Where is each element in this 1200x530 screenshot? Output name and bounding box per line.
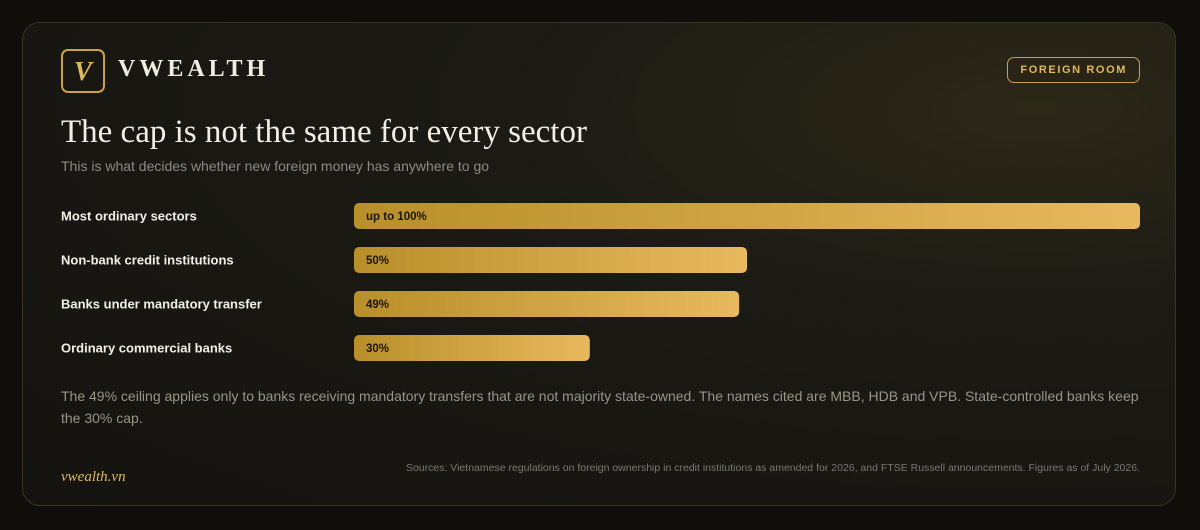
sources-text: Sources: Vietnamese regulations on forei… <box>405 462 1140 474</box>
footnote: The 49% ceiling applies only to banks re… <box>61 388 1139 426</box>
category-label: Banks under mandatory transfer <box>61 297 262 312</box>
logo-letter: V <box>73 55 92 86</box>
bar-value-label: 50% <box>366 255 389 267</box>
page-subtitle: This is what decides whether new foreign… <box>61 158 490 174</box>
bar <box>354 291 740 317</box>
bar <box>354 203 1140 229</box>
bar-chart: Most ordinary sectors up to 100% Non-bank … <box>61 203 1140 361</box>
bar <box>354 247 747 273</box>
category-label: Ordinary commercial banks <box>61 341 232 356</box>
footer-link[interactable]: vwealth.vn <box>61 469 126 485</box>
category-label: Non-bank credit institutions <box>61 253 234 268</box>
logo: V <box>61 49 105 93</box>
card: V VWEALTH FOREIGN ROOM The cap is not th… <box>22 22 1176 506</box>
bar-value-label: up to 100% <box>366 211 427 223</box>
page-title: The cap is not the same for every sector <box>61 114 587 150</box>
bar-value-label: 49% <box>366 299 389 311</box>
bar-value-label: 30% <box>366 343 389 355</box>
bar <box>354 335 590 361</box>
brand-name: VWEALTH <box>118 56 270 82</box>
foreign-room-badge: FOREIGN ROOM <box>1007 57 1140 83</box>
category-label: Most ordinary sectors <box>61 209 197 224</box>
